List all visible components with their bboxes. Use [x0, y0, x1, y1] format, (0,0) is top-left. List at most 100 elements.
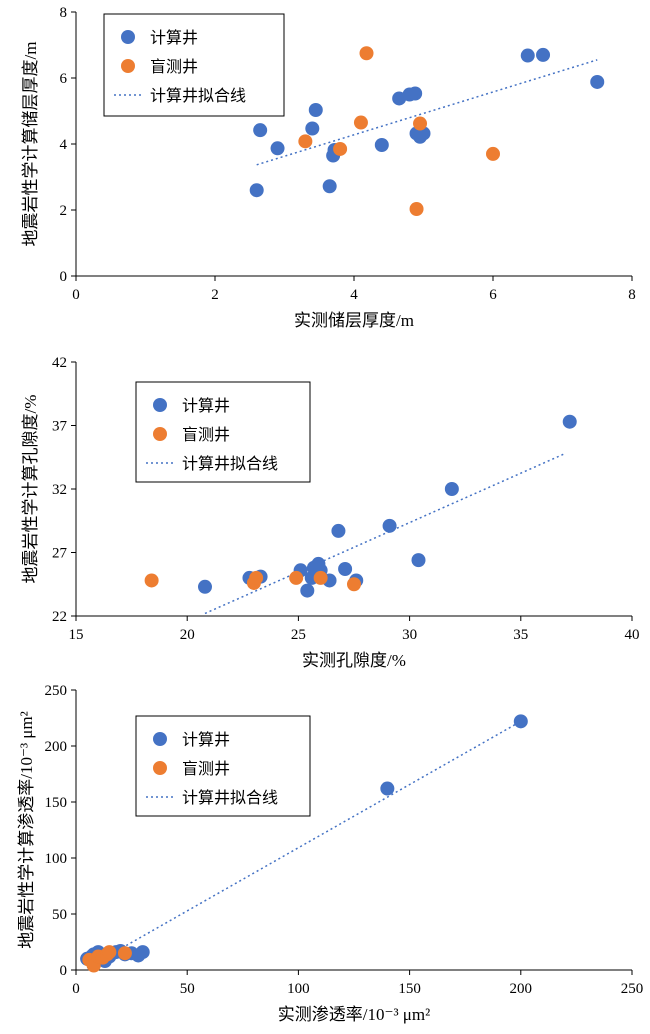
- y-tick-label: 0: [60, 963, 68, 979]
- data-point: [144, 573, 159, 588]
- y-axis-label: 地震岩性学计算孔隙度/%: [21, 395, 40, 584]
- fit-line: [86, 720, 522, 969]
- x-tick-label: 0: [72, 287, 80, 303]
- y-tick-label: 150: [45, 795, 68, 811]
- data-point: [313, 570, 328, 585]
- y-tick-label: 250: [45, 683, 68, 699]
- y-tick-label: 6: [60, 71, 68, 87]
- y-tick-label: 100: [45, 851, 68, 867]
- data-point: [562, 414, 577, 429]
- data-point: [536, 47, 551, 62]
- legend-label: 计算井拟合线: [150, 86, 246, 105]
- data-point: [298, 134, 313, 149]
- data-point: [117, 946, 132, 961]
- legend-marker: [153, 427, 167, 441]
- data-point: [249, 183, 264, 198]
- legend-marker: [153, 398, 167, 412]
- x-tick-label: 30: [402, 627, 417, 643]
- legend-label: 盲测井: [182, 426, 230, 444]
- fit-line: [256, 59, 598, 166]
- data-point: [413, 116, 428, 131]
- series-calculated-wells: [249, 47, 605, 198]
- y-tick-label: 42: [52, 355, 67, 371]
- data-point: [408, 86, 423, 101]
- series-blind-test-wells: [144, 570, 361, 592]
- chart-3: 0 50 100 150 200 250 0 50 100 150 200 250 实测渗透率/10⁻³…: [17, 683, 643, 1024]
- data-point: [333, 141, 348, 156]
- x-axis-label: 实测储层厚度/m: [294, 311, 414, 330]
- x-tick-label: 250: [621, 981, 644, 997]
- y-axis-label: 地震岩性学计算储层厚度/m: [21, 42, 40, 247]
- legend-marker: [153, 761, 167, 775]
- x-tick-label: 15: [69, 627, 84, 643]
- y-tick-label: 2: [60, 203, 68, 219]
- x-tick-label: 25: [291, 627, 306, 643]
- data-point: [359, 46, 374, 61]
- data-point: [331, 523, 346, 538]
- legend-label: 盲测井: [182, 760, 230, 778]
- legend-label: 计算井: [150, 28, 198, 47]
- data-point: [486, 146, 500, 161]
- x-axis-label: 实测孔隙度/%: [302, 651, 406, 670]
- x-axis-label: 实测渗透率/10⁻³ μm²: [278, 1005, 430, 1024]
- data-point: [305, 121, 320, 136]
- legend-label: 计算井: [182, 730, 230, 749]
- x-tick-label: 20: [180, 627, 195, 643]
- data-point: [253, 123, 268, 138]
- y-tick-label: 8: [60, 5, 68, 21]
- data-point: [270, 141, 285, 156]
- series-blind-test-wells: [82, 945, 132, 973]
- legend-box: [103, 13, 285, 117]
- data-point: [380, 781, 395, 796]
- x-tick-label: 8: [628, 287, 636, 303]
- x-tick-label: 4: [350, 287, 358, 303]
- data-point: [338, 562, 353, 577]
- y-tick-label: 4: [60, 137, 68, 153]
- legend-label: 计算井拟合线: [182, 454, 278, 473]
- data-point: [374, 137, 389, 152]
- data-point: [590, 74, 605, 89]
- data-point: [444, 482, 459, 496]
- data-point: [520, 48, 535, 63]
- x-tick-label: 100: [287, 981, 310, 997]
- legend-marker: [121, 59, 135, 73]
- data-point: [300, 583, 315, 598]
- y-tick-label: 50: [52, 907, 67, 923]
- data-point: [382, 518, 397, 533]
- data-point: [322, 179, 337, 194]
- legend-label: 计算井: [182, 396, 230, 415]
- x-tick-label: 50: [180, 981, 195, 997]
- x-tick-label: 2: [211, 287, 219, 303]
- data-point: [249, 570, 264, 585]
- data-point: [513, 714, 528, 729]
- y-tick-label: 37: [52, 419, 68, 435]
- x-tick-label: 35: [513, 627, 528, 643]
- chart-2: 15 20 25 30 35 40 22 27 32 37 42 实测孔隙度/% 地震岩性学计算孔隙度/…: [21, 355, 640, 670]
- legend-label: 盲测井: [150, 58, 198, 76]
- x-tick-label: 200: [510, 981, 533, 997]
- data-point: [102, 945, 117, 960]
- series-blind-test-wells: [298, 46, 500, 217]
- x-tick-label: 40: [625, 627, 640, 643]
- data-point: [289, 570, 304, 585]
- data-point: [197, 579, 212, 594]
- data-point: [411, 553, 426, 568]
- data-point: [409, 202, 424, 217]
- legend-marker: [121, 30, 135, 44]
- data-point: [347, 577, 361, 592]
- legend-label: 计算井拟合线: [182, 788, 278, 807]
- y-tick-label: 200: [45, 739, 68, 755]
- y-tick-label: 22: [52, 609, 67, 625]
- fit-line: [204, 452, 566, 615]
- y-tick-label: 32: [52, 482, 67, 498]
- data-point: [353, 115, 368, 130]
- data-point: [135, 945, 150, 960]
- y-tick-label: 0: [60, 269, 68, 285]
- y-tick-label: 27: [52, 546, 68, 562]
- x-tick-label: 0: [72, 981, 80, 997]
- x-tick-label: 150: [398, 981, 421, 997]
